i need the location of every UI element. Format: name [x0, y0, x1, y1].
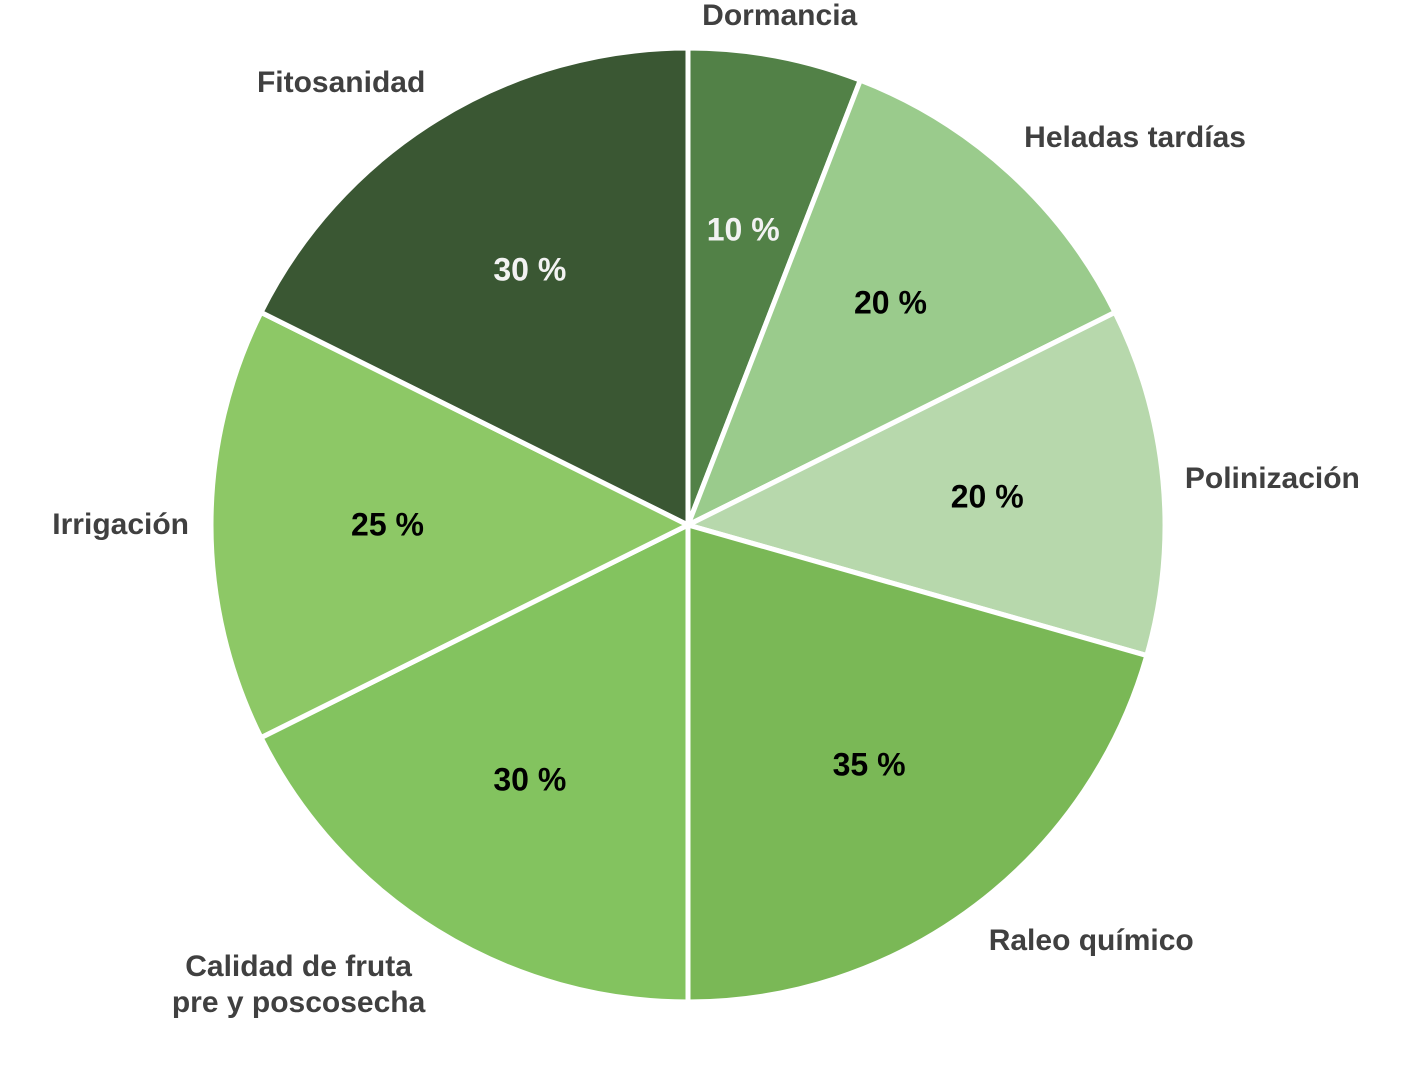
value-label: 20 % [950, 478, 1024, 515]
slice [681, 309, 1168, 659]
slice [685, 45, 864, 526]
slice [685, 521, 1150, 1005]
value-label: 25 % [351, 506, 424, 543]
category-label: Fitosanidad [256, 65, 426, 99]
value-label: 20 % [853, 284, 927, 321]
category-label: Dormancia [702, 0, 858, 33]
category-label: Raleo químico [988, 924, 1194, 958]
category-label: Heladas tardías [1024, 121, 1246, 155]
category-label: Polinización [1184, 461, 1360, 495]
category-label: Irrigación [52, 508, 189, 541]
value-label: 35 % [832, 746, 906, 783]
value-label: 30 % [493, 251, 567, 287]
slice [257, 520, 691, 1005]
value-label: 10 % [706, 211, 780, 248]
category-label: Calidad de fruta pre y poscosecha [171, 950, 426, 1020]
slice [257, 45, 691, 530]
value-label: 30 % [493, 761, 567, 798]
slice [208, 309, 694, 741]
slice [683, 76, 1119, 531]
